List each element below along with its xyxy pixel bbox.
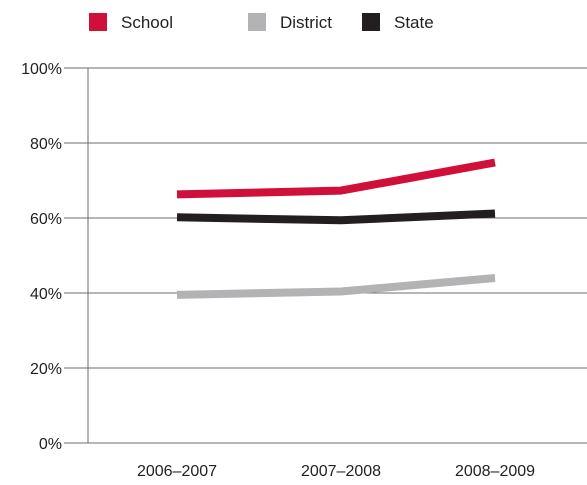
series-lines xyxy=(176,158,496,299)
legend-swatch xyxy=(362,13,380,31)
series-line-school xyxy=(176,158,496,199)
y-tick-label: 0% xyxy=(39,436,62,453)
gridlines xyxy=(64,67,587,444)
legend-item-district: District xyxy=(248,13,332,32)
legend-item-school: School xyxy=(89,13,173,32)
legend-label: District xyxy=(280,13,332,32)
legend-swatch xyxy=(248,13,266,31)
legend: School District State xyxy=(89,13,434,32)
legend-swatch xyxy=(89,13,107,31)
x-tick-labels: 2006–2007 2007–2008 2008–2009 xyxy=(137,463,535,480)
y-tick-label: 60% xyxy=(30,211,62,228)
legend-label: State xyxy=(394,13,434,32)
x-tick-label: 2006–2007 xyxy=(137,463,217,480)
legend-item-state: State xyxy=(362,13,434,32)
x-tick-label: 2008–2009 xyxy=(455,463,535,480)
y-tick-label: 80% xyxy=(30,136,62,153)
series-line-district xyxy=(176,274,496,299)
legend-label: School xyxy=(121,13,173,32)
y-tick-label: 40% xyxy=(30,286,62,303)
y-tick-labels: 0% 20% 40% 60% 80% 100% xyxy=(21,61,62,453)
y-tick-label: 100% xyxy=(21,61,62,78)
y-tick-label: 20% xyxy=(30,361,62,378)
x-tick-label: 2007–2008 xyxy=(301,463,381,480)
series-line-state xyxy=(176,209,496,225)
